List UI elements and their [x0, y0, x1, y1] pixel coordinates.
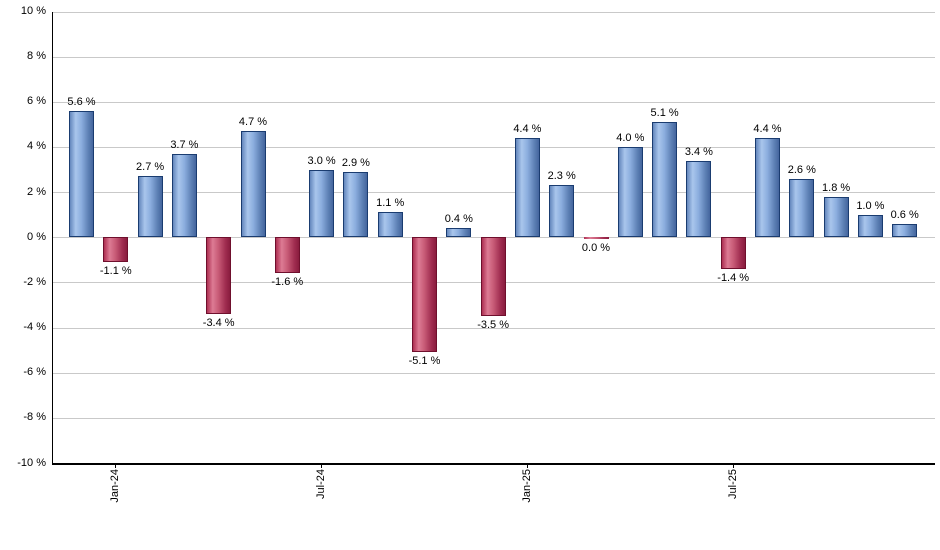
bar-nov-24 [446, 228, 472, 238]
bar-value-label-oct-25: 1.8 % [822, 181, 851, 194]
bar-jul-24 [309, 169, 335, 238]
bar-mar-24 [171, 153, 197, 238]
bar-value-label-apr-25: 4.0 % [616, 131, 645, 144]
bar-sep-25 [789, 178, 815, 238]
bar-value-label-jun-25: 3.4 % [684, 145, 713, 158]
x-axis-label-jan-25: Jan-25 [520, 469, 533, 503]
bar-mar-25 [583, 237, 609, 240]
bar-apr-25 [617, 146, 643, 238]
bar-value-label-dec-25: 0.6 % [890, 208, 919, 221]
x-axis-label-jul-25: Jul-25 [726, 469, 739, 500]
bar-sep-24 [377, 212, 403, 238]
y-axis-line [52, 11, 53, 464]
bar-may-24 [240, 131, 266, 238]
y-axis-label--2pct: -2 % [23, 275, 46, 288]
bar-dec-24 [480, 237, 506, 317]
y-axis-label-8pct: 8 % [27, 50, 46, 63]
bar-value-label-jul-25: -1.4 % [717, 271, 750, 284]
x-axis-line [52, 462, 935, 465]
bar-dec-23 [69, 110, 94, 238]
bar-jun-24 [274, 237, 300, 274]
y-axis-label-4pct: 4 % [27, 140, 46, 153]
x-axis-label-jan-24: Jan-24 [109, 469, 122, 503]
bar-value-label-nov-24: 0.4 % [444, 213, 473, 226]
bar-value-label-jan-24: -1.1 % [99, 265, 132, 278]
bar-dec-25 [892, 223, 918, 238]
bar-jan-24 [103, 237, 129, 263]
gridline--6pct [52, 372, 935, 374]
bar-jun-25 [686, 160, 712, 238]
bar-value-label-mar-25: 0.0 % [581, 242, 611, 255]
x-axis-tick-jul-24 [321, 463, 323, 469]
bar-oct-24 [412, 237, 437, 353]
bar-value-label-apr-24: -3.4 % [202, 317, 235, 330]
bar-value-label-dec-24: -3.5 % [477, 319, 509, 332]
bar-nov-25 [857, 214, 883, 238]
bar-value-label-jan-25: 4.4 % [513, 122, 542, 135]
bar-aug-24 [343, 171, 369, 238]
gridline-6pct [52, 101, 935, 103]
y-axis-label--6pct: -6 % [23, 366, 46, 379]
bar-value-label-may-25: 5.1 % [650, 107, 679, 120]
x-axis-label-jul-24: Jul-24 [315, 469, 328, 500]
x-axis-tick-jul-25 [732, 463, 734, 469]
bar-value-label-dec-23: 5.6 % [67, 95, 96, 108]
bar-value-label-sep-25: 2.6 % [787, 163, 816, 176]
y-axis-label-6pct: 6 % [27, 95, 46, 108]
x-axis-tick-jan-25 [526, 463, 528, 469]
y-axis-label-2pct: 2 % [27, 185, 46, 198]
bar-value-label-aug-25: 4.4 % [753, 122, 782, 135]
y-axis-label-10pct: 10 % [20, 5, 46, 17]
bar-value-label-aug-24: 2.9 % [341, 156, 370, 169]
bar-jul-25 [720, 237, 746, 269]
bar-value-label-oct-24: -5.1 % [408, 355, 441, 368]
bar-value-label-nov-25: 1.0 % [856, 199, 885, 212]
gridline--8pct [52, 417, 935, 419]
gridline-4pct [52, 146, 935, 148]
bar-jan-25 [514, 137, 540, 238]
x-axis-tick-jan-24 [115, 463, 117, 469]
bar-apr-24 [206, 237, 232, 315]
bar-value-label-mar-24: 3.7 % [170, 138, 199, 151]
y-axis-label--10pct: -10 % [17, 456, 46, 469]
bar-value-label-jul-24: 3.0 % [307, 154, 336, 167]
y-axis-label--8pct: -8 % [23, 411, 46, 424]
y-axis-label-0pct: 0 % [27, 230, 46, 243]
bar-oct-25 [823, 196, 849, 238]
bar-value-label-sep-24: 1.1 % [376, 197, 405, 210]
bar-value-label-may-24: 4.7 % [238, 116, 268, 129]
y-axis-label--4pct: -4 % [23, 321, 46, 334]
gridline--4pct [52, 327, 935, 329]
bar-value-label-feb-25: 2.3 % [547, 170, 576, 183]
bar-feb-24 [137, 176, 163, 238]
gridline-10pct [52, 11, 935, 13]
bar-feb-25 [549, 185, 575, 238]
bar-aug-25 [755, 137, 780, 238]
bar-value-label-jun-24: -1.6 % [271, 276, 304, 289]
gridline-2pct [52, 192, 935, 194]
bar-may-25 [652, 122, 678, 238]
gridline-8pct [52, 56, 935, 58]
bar-value-label-feb-24: 2.7 % [136, 161, 165, 174]
